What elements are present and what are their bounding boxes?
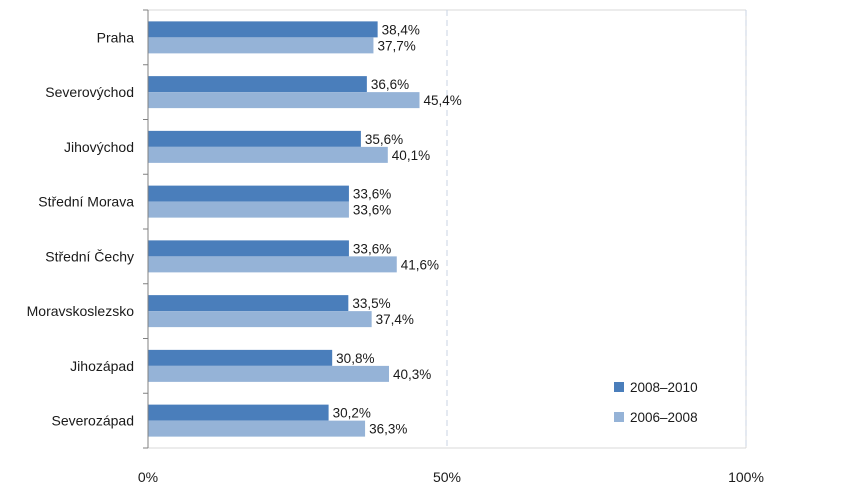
- data-label: 36,6%: [371, 77, 409, 92]
- legend-swatch: [614, 412, 624, 422]
- bar: [148, 365, 389, 382]
- legend: 2008–2010 2006–2008: [614, 380, 698, 425]
- bar: [148, 201, 349, 218]
- bars: [148, 21, 420, 437]
- data-label: 40,3%: [393, 367, 431, 382]
- data-label: 36,3%: [369, 422, 407, 437]
- data-label: 30,8%: [336, 351, 374, 366]
- category-label: Jihovýchod: [64, 139, 134, 155]
- data-label: 37,4%: [376, 312, 414, 327]
- data-label: 33,6%: [353, 203, 391, 218]
- gridlines: [148, 9, 747, 449]
- bar: [148, 185, 349, 202]
- data-label: 41,6%: [401, 257, 439, 272]
- bar: [148, 146, 388, 163]
- category-label: Severovýchod: [45, 84, 134, 100]
- legend-label: 2006–2008: [630, 410, 698, 425]
- category-label: Jihozápad: [70, 358, 134, 374]
- bar: [148, 92, 420, 109]
- legend-swatch: [614, 382, 624, 392]
- data-label: 45,4%: [423, 93, 461, 108]
- category-labels: Praha Severovýchod Jihovýchod Střední Morav…: [27, 29, 135, 428]
- category-label: Střední Morava: [38, 194, 134, 210]
- x-tick-label: 100%: [728, 469, 764, 485]
- bar: [148, 349, 333, 366]
- category-label: Moravskoslezsko: [27, 303, 135, 319]
- bar: [148, 404, 329, 421]
- data-label: 33,6%: [353, 241, 391, 256]
- bar: [148, 21, 378, 38]
- axis: 0% 50% 100%: [138, 9, 764, 485]
- bar: [148, 240, 349, 257]
- bar: [148, 295, 349, 312]
- data-label: 40,1%: [392, 148, 430, 163]
- data-label: 33,6%: [353, 187, 391, 202]
- value-labels: 38,4%37,7%36,6%45,4%35,6%40,1%33,6%33,6%…: [333, 22, 462, 436]
- bar: [148, 311, 372, 328]
- bar: [148, 37, 374, 54]
- data-label: 37,7%: [377, 38, 415, 53]
- x-tick-label: 0%: [138, 469, 158, 485]
- bar: [148, 256, 397, 273]
- data-label: 33,5%: [352, 296, 390, 311]
- bar: [148, 420, 366, 437]
- legend-label: 2008–2010: [630, 380, 698, 395]
- x-tick-label: 50%: [433, 469, 461, 485]
- category-label: Severozápad: [51, 413, 134, 429]
- category-label: Praha: [97, 29, 135, 45]
- data-label: 30,2%: [333, 406, 371, 421]
- bar: [148, 76, 367, 93]
- data-label: 38,4%: [382, 22, 420, 37]
- data-label: 35,6%: [365, 132, 403, 147]
- category-label: Střední Čechy: [45, 248, 134, 264]
- bar: [148, 130, 361, 147]
